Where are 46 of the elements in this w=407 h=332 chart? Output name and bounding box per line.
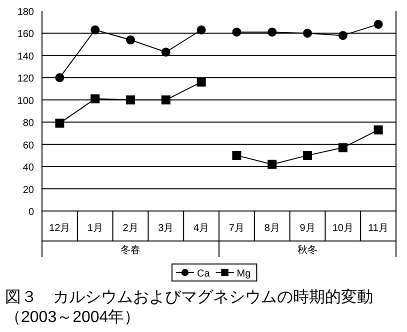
y-tick-label: 40 bbox=[22, 162, 34, 174]
point bbox=[196, 78, 206, 87]
legend-label: Mg bbox=[236, 268, 251, 280]
y-tick-label: 80 bbox=[22, 118, 34, 130]
y-tick-label: 160 bbox=[17, 29, 34, 40]
point bbox=[55, 118, 64, 128]
point bbox=[338, 30, 348, 40]
point bbox=[55, 73, 64, 82]
x-tick-label: 2月 bbox=[122, 223, 138, 234]
x-tick-label: 9月 bbox=[300, 223, 316, 234]
y-tick-label: 20 bbox=[22, 184, 34, 196]
text: （2003～2004年） bbox=[5, 309, 140, 326]
text: 図３ カルシウムおよびマグネシウムの時期的変動 bbox=[5, 288, 373, 306]
point bbox=[268, 160, 277, 169]
y-tick-label: 100 bbox=[17, 96, 34, 107]
point bbox=[90, 25, 100, 34]
point bbox=[126, 95, 135, 104]
y-tick-label: 140 bbox=[17, 51, 34, 62]
y-tick-label: 60 bbox=[22, 140, 34, 152]
point bbox=[90, 94, 100, 104]
point bbox=[126, 35, 135, 44]
x-tick-label: 4月 bbox=[194, 223, 210, 234]
point bbox=[161, 48, 170, 57]
point bbox=[338, 143, 348, 152]
x-tick-label: 11月 bbox=[368, 223, 388, 234]
point bbox=[374, 20, 383, 29]
point bbox=[232, 28, 242, 37]
x-tick-label: 10月 bbox=[332, 223, 354, 234]
text: 冬春 bbox=[120, 244, 140, 256]
point bbox=[303, 28, 312, 38]
y-tick-label: 0 bbox=[28, 207, 34, 218]
point bbox=[374, 125, 383, 134]
x-tick-label: 7月 bbox=[228, 223, 244, 234]
y-tick-label: 180 bbox=[17, 7, 34, 18]
legend-label: Ca bbox=[197, 268, 210, 280]
x-tick-label: 1月 bbox=[87, 223, 103, 234]
y-tick-label: 120 bbox=[17, 74, 34, 85]
x-tick-label: 12月 bbox=[49, 223, 70, 234]
x-tick-label: 8月 bbox=[264, 223, 280, 234]
point bbox=[303, 150, 312, 160]
text: 秋冬 bbox=[298, 244, 318, 256]
point bbox=[196, 25, 206, 34]
x-tick-label: 3月 bbox=[158, 223, 174, 234]
point bbox=[232, 150, 242, 160]
point bbox=[161, 95, 170, 104]
point bbox=[268, 28, 277, 37]
